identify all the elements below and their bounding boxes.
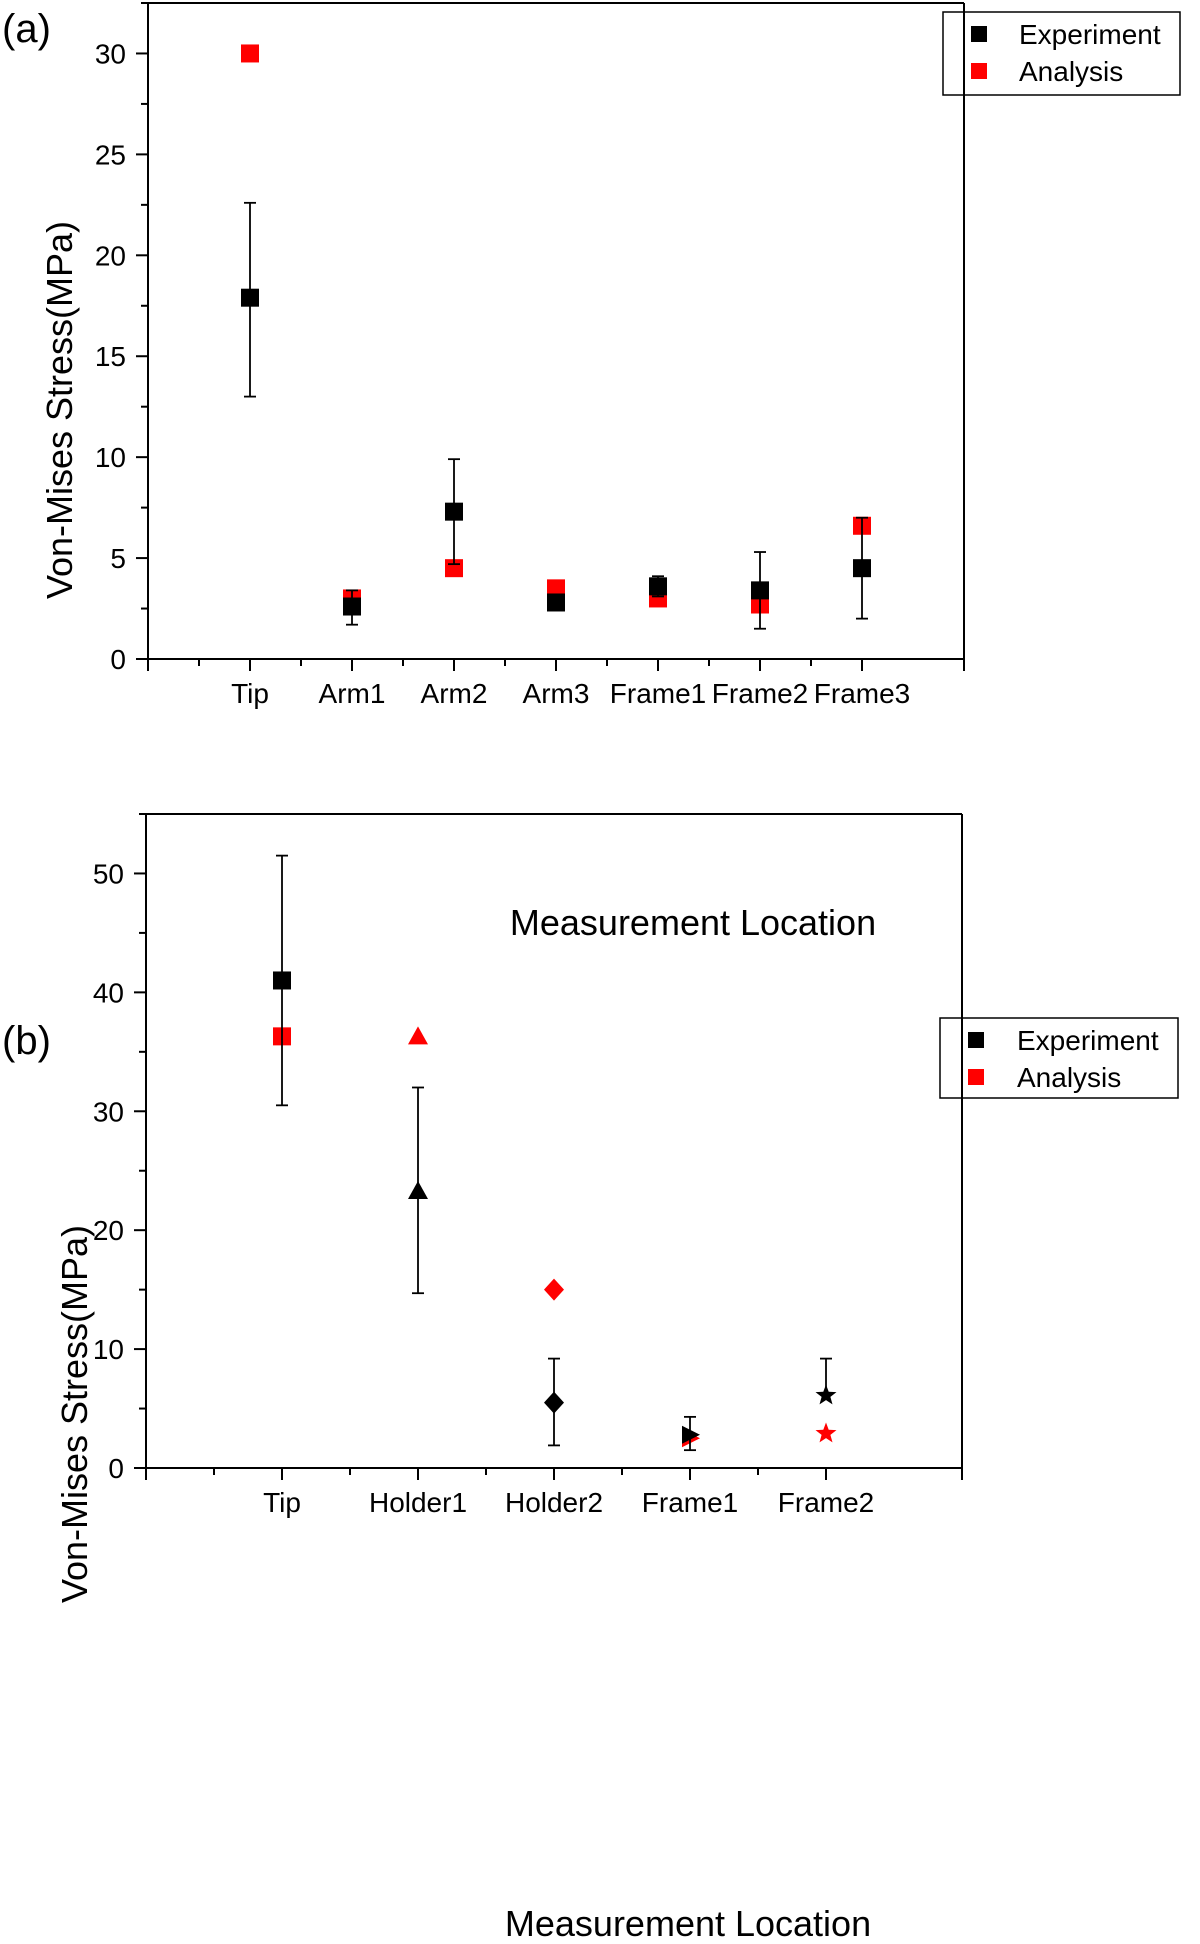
panel-label-b: (b) xyxy=(2,1019,51,1063)
y-tick-label-a: 20 xyxy=(95,240,126,271)
y-tick-label-a: 30 xyxy=(95,38,126,69)
x-tick-label-a: Arm2 xyxy=(421,678,488,709)
series-analysis-a xyxy=(241,44,871,614)
y-tick-label-b: 10 xyxy=(93,1334,124,1365)
chart-panel-b: (b) Von-Mises Stress(MPa) Measurement Lo… xyxy=(2,813,1179,1944)
y-tick-label-a: 0 xyxy=(110,644,126,675)
y-tick-label-b: 0 xyxy=(108,1453,124,1484)
legend-marker-analysis-a xyxy=(971,63,987,79)
data-point-experiment-a xyxy=(343,597,361,616)
legend-box-a xyxy=(942,11,1181,96)
data-point-experiment-a xyxy=(649,577,667,596)
y-tick-label-a: 5 xyxy=(110,543,126,574)
data-point-experiment-a xyxy=(445,502,463,521)
legend-label-analysis-a: Analysis xyxy=(1019,56,1123,87)
legend-label-experiment-a: Experiment xyxy=(1019,19,1161,50)
series-experiment-a xyxy=(241,201,871,630)
x-tick-label-a: Tip xyxy=(231,678,269,709)
x-tick-label-a: Frame3 xyxy=(814,678,910,709)
series-experiment-b xyxy=(273,854,837,1452)
axes-a: 0 5 10 15 20 25 30 Tip Arm1 Arm2 Arm3 Frame1 Frame2 F… xyxy=(95,2,965,709)
x-axis-title-b: Measurement Location xyxy=(505,1903,871,1944)
x-tick-label-a: Frame1 xyxy=(610,678,706,709)
x-tick-label-a: Arm3 xyxy=(523,678,590,709)
data-point-experiment-a xyxy=(547,593,565,612)
data-point-experiment-a xyxy=(751,581,769,600)
data-point-analysis-b xyxy=(544,1278,564,1301)
y-tick-label-a: 15 xyxy=(95,341,126,372)
x-tick-label-b: Holder1 xyxy=(369,1487,467,1518)
data-point-analysis-b xyxy=(815,1422,837,1443)
chart-panel-a: (a) Von-Mises Stress(MPa) Measurement Lo… xyxy=(2,2,1181,943)
data-point-analysis-a xyxy=(547,579,565,598)
y-tick-label-a: 25 xyxy=(95,139,126,170)
legend-marker-analysis-b xyxy=(968,1069,984,1085)
legend-marker-experiment-a xyxy=(971,26,987,42)
axes-b: 0 10 20 30 40 50 Tip Holder1 Holder2 Frame1 Frame2 xyxy=(93,813,963,1518)
data-point-experiment-b xyxy=(544,1391,564,1414)
legend-b: Experiment Analysis xyxy=(939,1017,1179,1099)
x-tick-label-a: Frame2 xyxy=(712,678,808,709)
data-point-experiment-b xyxy=(273,971,291,990)
data-point-experiment-a xyxy=(241,288,259,307)
data-point-experiment-a xyxy=(853,559,871,578)
data-point-experiment-b xyxy=(815,1384,837,1405)
data-point-experiment-b xyxy=(408,1180,428,1199)
y-tick-label-b: 30 xyxy=(93,1096,124,1127)
y-tick-label-a: 10 xyxy=(95,442,126,473)
y-tick-label-b: 40 xyxy=(93,977,124,1008)
x-tick-label-b: Frame2 xyxy=(778,1487,874,1518)
data-point-experiment-b xyxy=(682,1425,700,1444)
legend-label-experiment-b: Experiment xyxy=(1017,1025,1159,1056)
y-tick-label-b: 20 xyxy=(93,1215,124,1246)
legend-label-analysis-b: Analysis xyxy=(1017,1062,1121,1093)
x-tick-label-a: Arm1 xyxy=(319,678,386,709)
y-axis-title-a: Von-Mises Stress(MPa) xyxy=(39,221,80,599)
x-tick-label-b: Frame1 xyxy=(642,1487,738,1518)
data-point-analysis-b xyxy=(408,1026,428,1045)
x-tick-label-b: Tip xyxy=(263,1487,301,1518)
x-tick-label-b: Holder2 xyxy=(505,1487,603,1518)
y-tick-label-b: 50 xyxy=(93,858,124,889)
panel-label-a: (a) xyxy=(2,7,51,51)
data-point-analysis-a xyxy=(241,44,259,63)
x-axis-title-a: Measurement Location xyxy=(510,902,876,943)
legend-marker-experiment-b xyxy=(968,1032,984,1048)
legend-a: Experiment Analysis xyxy=(942,11,1181,96)
y-axis-title-b: Von-Mises Stress(MPa) xyxy=(54,1225,95,1603)
